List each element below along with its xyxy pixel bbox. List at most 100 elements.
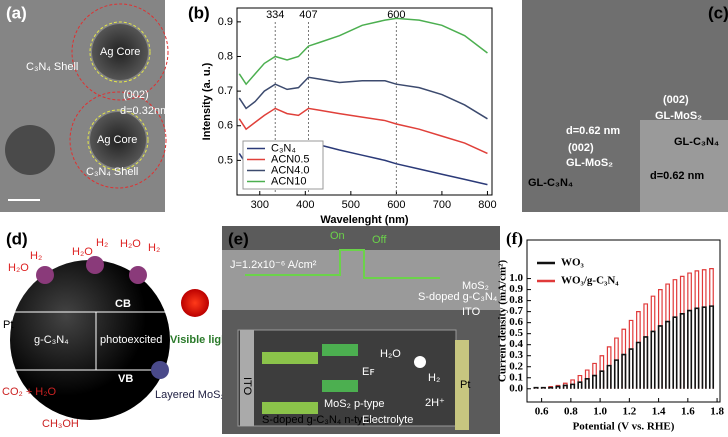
annotation: g-C₃N₄: [34, 334, 69, 346]
annotation: Pt: [3, 319, 13, 331]
photocurrent-pulse: [606, 364, 612, 389]
photocurrent-pulse: [650, 330, 656, 389]
photocurrent-pulse: [643, 336, 649, 389]
y-tick-label: 0.2: [509, 360, 523, 372]
x-tick-label: 0.8: [564, 406, 578, 418]
y-tick-label: 0.8: [218, 50, 233, 62]
photocurrent-pulse: [665, 320, 671, 389]
y-tick-label: 0.5: [509, 327, 523, 339]
panel-label: (d): [6, 229, 28, 248]
annotation: C₃N₄ Shell: [26, 61, 78, 73]
marker-label: 334: [266, 9, 284, 21]
annotation: VB: [118, 373, 133, 385]
x-tick-label: 300: [251, 199, 269, 211]
y-tick-label: 0.9: [218, 16, 233, 28]
photocurrent-pulse: [540, 386, 546, 389]
x-axis-label: Potential (V vs. RHE): [573, 421, 675, 433]
film: [222, 250, 500, 310]
panel-label: (a): [6, 3, 27, 22]
annotation: (002): [568, 142, 594, 154]
annotation: ITO: [462, 306, 481, 318]
annotation: J=1.2x10⁻⁶ A/cm²: [230, 259, 317, 271]
annotation: H₂O: [72, 246, 93, 258]
photocurrent-pulse: [555, 385, 561, 389]
x-tick-label: 1.6: [681, 406, 695, 418]
photocurrent-pulse: [591, 374, 598, 389]
annotation: d=0.62 nm: [566, 125, 620, 137]
core: [92, 24, 148, 80]
marker-label: 600: [387, 9, 405, 21]
annotation: d=0.32nm: [120, 105, 169, 117]
y-tick-label: 1.0: [509, 272, 523, 284]
annotation: 2H⁺: [425, 397, 445, 409]
y-tick-label: 0.3: [509, 349, 523, 361]
y-tick-label: 0.8: [509, 294, 523, 306]
panel-a: (a) C₃N₄ Shell Ag Core (002) d=0.32nm Ag…: [0, 0, 169, 212]
annotation: CB: [115, 298, 131, 310]
photocurrent-pulse: [701, 306, 707, 389]
photocurrent-pulse: [613, 359, 620, 389]
legend-label: C₃N₄: [271, 142, 296, 154]
annotation: (002): [123, 89, 149, 101]
photocurrent-pulse: [621, 353, 627, 389]
photocurrent-pulse: [577, 381, 583, 389]
photocurrent-trace: [245, 249, 440, 279]
photocurrent-pulse: [694, 307, 700, 389]
core-outline: [87, 109, 149, 171]
annotation: C₃N₄ Shell: [86, 166, 138, 178]
annotation: H₂O: [120, 238, 141, 250]
x-tick-label: 700: [433, 199, 451, 211]
x-tick-label: 1.2: [622, 406, 636, 418]
annotation: Eꜰ: [362, 366, 375, 378]
y-tick-label: 0.9: [509, 283, 523, 295]
annotation: d=0.62 nm: [650, 170, 704, 182]
photocatalyst: [10, 260, 170, 420]
plot-frame: [236, 7, 493, 196]
plot-frame: [526, 239, 721, 403]
photocurrent-pulse: [657, 325, 663, 389]
annotation: GL-MoS₂: [655, 110, 702, 122]
annotation: H₂: [30, 250, 42, 262]
bubble: [414, 356, 426, 368]
co-catalyst: [36, 266, 54, 284]
photocurrent-pulse: [599, 370, 605, 389]
photocurrent-pulse: [533, 386, 539, 389]
x-tick-label: 1.4: [652, 406, 666, 418]
annotation: MoS₂: [462, 280, 489, 292]
co-catalyst: [86, 256, 104, 274]
ito-electrode: [240, 330, 254, 426]
sun: [181, 289, 209, 317]
y-tick-label: 0.6: [509, 316, 523, 328]
x-tick-label: 500: [342, 199, 360, 211]
annotation: Pt: [460, 379, 470, 391]
chart: 0.6 0.8 1.0 1.2 1.4 1.6 1.80.00.10.20.30.40.50…: [497, 239, 724, 433]
photocurrent-pulse: [562, 384, 568, 389]
band: [322, 380, 358, 392]
particle: [5, 125, 55, 175]
y-tick-label: 0.6: [218, 120, 233, 132]
series-line: [238, 76, 488, 120]
panel-label: (e): [228, 229, 249, 248]
annotation: Electrolyte: [362, 414, 413, 426]
annotation: S-doped g-C₃N₄: [418, 291, 498, 303]
series-line: [238, 17, 488, 86]
panel-label: (c): [708, 3, 728, 22]
x-tick-label: 400: [296, 199, 314, 211]
panel-c: (c) (002) GL-MoS₂ d=0.62 nm (002) GL-MoS…: [522, 0, 728, 212]
y-axis-label: Current density (mA/cm²): [497, 260, 509, 383]
annotation: MoS₂ p-type: [324, 398, 385, 410]
y-tick-label: 0.4: [509, 338, 523, 350]
annotation: H₂O: [8, 262, 29, 274]
shell-outline: [71, 3, 169, 101]
pt-electrode: [455, 340, 469, 430]
band: [262, 352, 318, 364]
marker-label: 407: [299, 9, 317, 21]
annotation: H₂: [96, 237, 108, 249]
x-tick-label: 0.6: [535, 406, 549, 418]
region: [640, 120, 728, 212]
band: [322, 344, 358, 356]
photocurrent-pulse: [672, 316, 678, 389]
y-tick-label: 0.1: [509, 371, 523, 383]
x-tick-label: 800: [478, 199, 496, 211]
